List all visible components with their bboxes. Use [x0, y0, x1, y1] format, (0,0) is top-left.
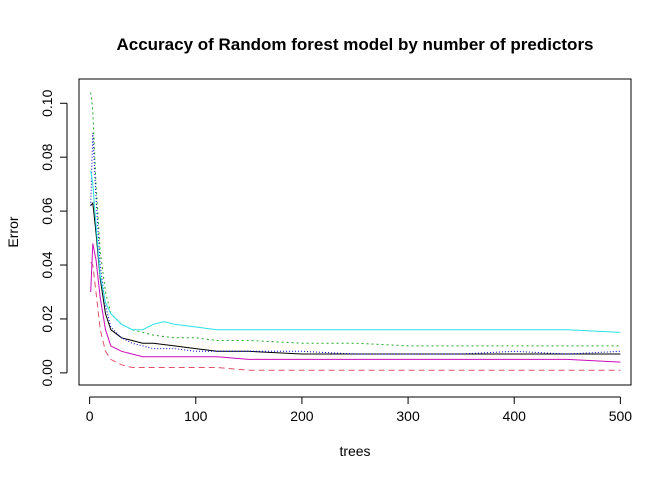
y-axis-label: Error	[5, 216, 21, 247]
x-axis-label: trees	[339, 443, 370, 459]
series-line-5	[90, 170, 621, 333]
x-tick-label: 0	[86, 408, 94, 424]
y-tick-label: 0.02	[39, 305, 55, 332]
y-axis: 0.00 0.02 0.04 0.06 0.08 0.10	[39, 89, 68, 386]
x-tick-label: 500	[609, 408, 633, 424]
series-line-6	[90, 243, 621, 363]
y-tick-label: 0.10	[39, 89, 55, 116]
x-axis: 0 100 200 300 400 500	[86, 396, 633, 424]
x-tick-label: 100	[184, 408, 208, 424]
y-tick-label: 0.04	[39, 251, 55, 278]
plot-frame	[78, 78, 632, 386]
series-line-3	[90, 92, 621, 347]
series-line-1	[90, 201, 621, 355]
series-line-2	[90, 261, 621, 371]
x-tick-label: 400	[503, 408, 527, 424]
y-tick-label: 0.08	[39, 143, 55, 170]
x-tick-label: 300	[396, 408, 420, 424]
y-tick-label: 0.06	[39, 197, 55, 224]
chart-title: Accuracy of Random forest model by numbe…	[116, 35, 593, 54]
series-line-4	[90, 132, 621, 355]
series-layer	[90, 92, 621, 371]
x-tick-label: 200	[290, 408, 314, 424]
y-tick-label: 0.00	[39, 359, 55, 386]
